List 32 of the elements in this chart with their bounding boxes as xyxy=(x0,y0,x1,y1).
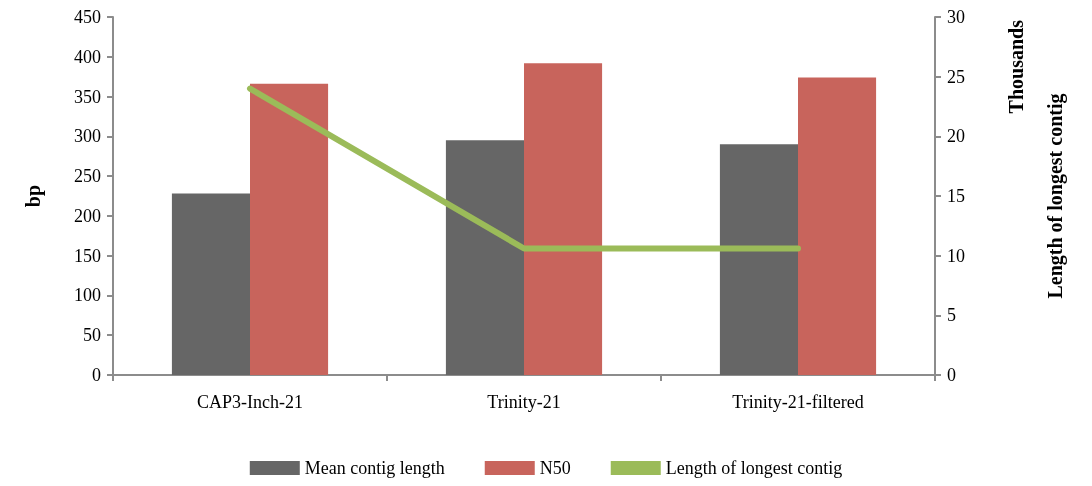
y2-tick-label: 20 xyxy=(947,126,965,147)
y-tick-label: 50 xyxy=(83,325,101,346)
y2-axis-title: Length of longest contig xyxy=(1044,93,1067,299)
y-tick-label: 300 xyxy=(74,126,101,147)
y2-tick-label: 30 xyxy=(947,7,965,27)
y-axis-title: bp xyxy=(22,184,45,208)
y-tick-label: 450 xyxy=(74,7,101,27)
y2-tick-label: 0 xyxy=(947,365,956,385)
x-tick-label: CAP3-Inch-21 xyxy=(197,392,303,412)
text: Thousands xyxy=(1005,19,1027,114)
y-tick-label: 0 xyxy=(92,365,101,385)
y2-tick-label: 25 xyxy=(947,66,965,87)
y2-tick-label: 5 xyxy=(947,305,956,326)
bar xyxy=(524,63,603,375)
legend-label: Length of longest contig xyxy=(665,458,843,478)
legend-label: Mean contig length xyxy=(304,458,445,478)
y-tick-label: 150 xyxy=(74,245,101,266)
x-tick-label: Trinity-21 xyxy=(487,392,561,412)
x-tick-label: Trinity-21-filtered xyxy=(732,392,864,412)
y2-tick-label: 15 xyxy=(947,186,965,206)
bar xyxy=(250,83,329,375)
bar xyxy=(171,193,250,375)
y-tick-label: 100 xyxy=(74,285,101,306)
y-tick-label: 200 xyxy=(74,205,101,226)
bar xyxy=(445,140,524,375)
y-tick-label: 250 xyxy=(74,166,101,187)
y-tick-label: 400 xyxy=(74,46,101,67)
bar xyxy=(798,77,877,375)
legend-label: N50 xyxy=(539,458,571,478)
bar xyxy=(719,144,798,375)
y2-tick-label: 10 xyxy=(947,245,965,266)
y-tick-label: 350 xyxy=(74,86,101,107)
